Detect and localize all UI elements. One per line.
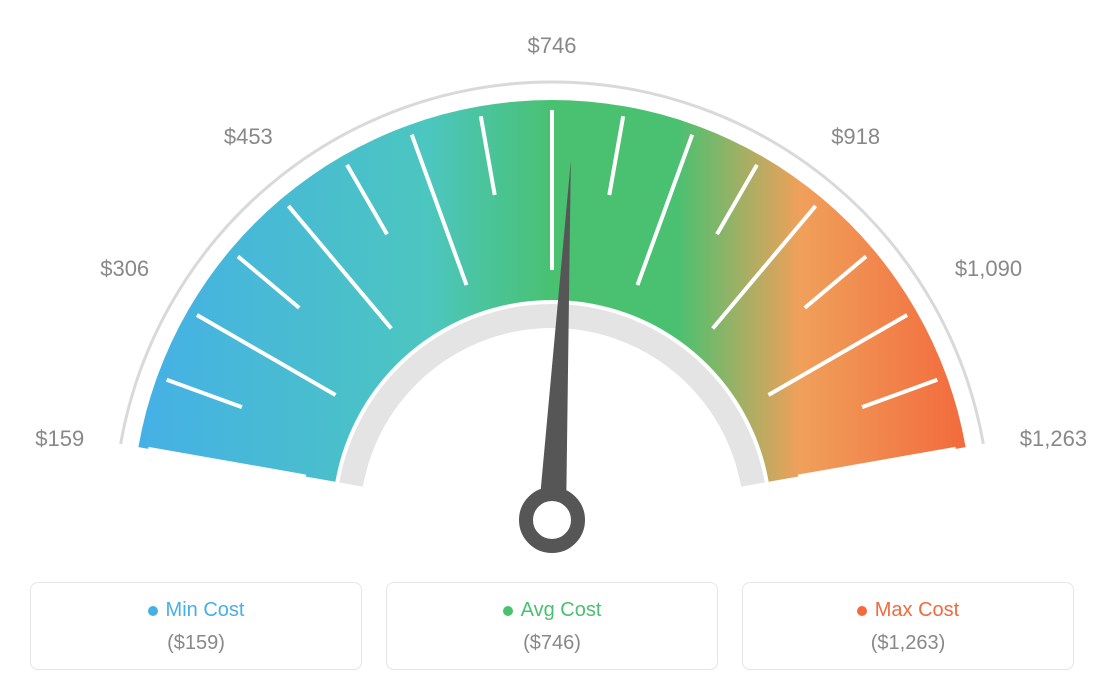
dot-icon (148, 606, 158, 616)
legend-value-avg: ($746) (399, 632, 705, 655)
legend-title-min: Min Cost (148, 599, 245, 622)
gauge-tick-label: $159 (0, 426, 84, 452)
gauge-area: $159 $306 $453 $746 $918 $1,090 $1,263 (0, 0, 1104, 570)
gauge-tick-label: $918 (831, 124, 931, 150)
legend-title-max: Max Cost (857, 599, 959, 622)
legend-label-avg: Avg Cost (521, 599, 602, 622)
legend-value-min: ($159) (43, 632, 349, 655)
gauge-tick-label: $453 (173, 124, 273, 150)
gauge-tick-label: $1,090 (955, 256, 1055, 282)
dot-icon (503, 606, 513, 616)
legend-label-min: Min Cost (166, 599, 245, 622)
legend-value-max: ($1,263) (755, 632, 1061, 655)
gauge-tick-label: $1,263 (1020, 426, 1104, 452)
gauge-tick-label: $746 (502, 33, 602, 59)
gauge-tick-label: $306 (49, 256, 149, 282)
legend-card-avg: Avg Cost ($746) (386, 582, 718, 670)
legend-label-max: Max Cost (875, 599, 959, 622)
legend-title-avg: Avg Cost (503, 599, 602, 622)
gauge-chart-container: $159 $306 $453 $746 $918 $1,090 $1,263 Min Cos… (0, 0, 1104, 690)
dot-icon (857, 606, 867, 616)
gauge-svg (0, 0, 1104, 570)
legend-row: Min Cost ($159) Avg Cost ($746) Max Cost… (30, 582, 1074, 670)
legend-card-min: Min Cost ($159) (30, 582, 362, 670)
legend-card-max: Max Cost ($1,263) (742, 582, 1074, 670)
